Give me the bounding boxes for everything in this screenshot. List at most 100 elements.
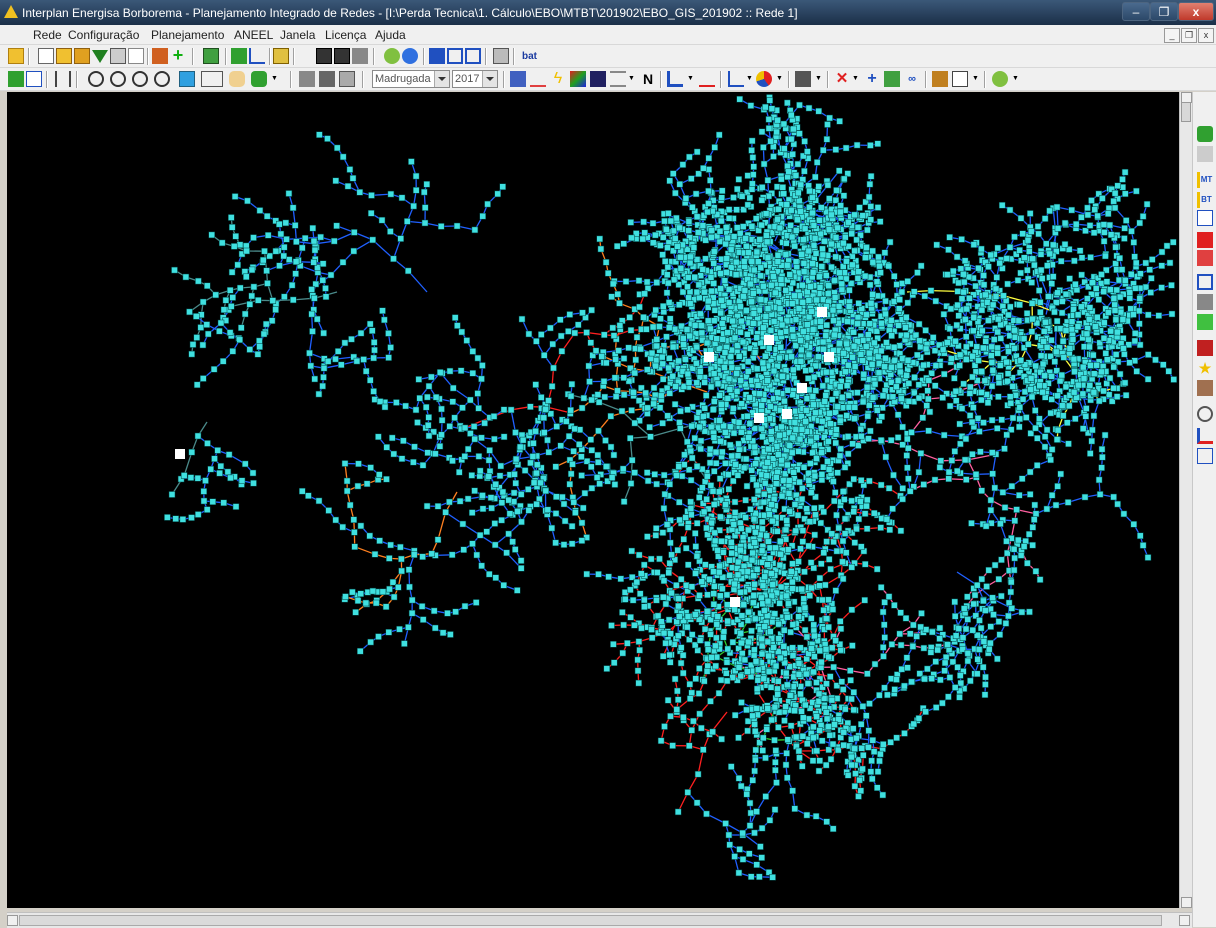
graph-icon[interactable] [249, 48, 265, 64]
save-icon[interactable] [316, 48, 332, 64]
line-tool-icon[interactable] [1197, 210, 1213, 226]
color-map-icon[interactable] [570, 71, 586, 87]
options-icon[interactable] [992, 71, 1008, 87]
open-recent-icon[interactable] [74, 48, 90, 64]
hatch-dropdown-icon[interactable]: ▼ [628, 71, 636, 87]
document-icon[interactable] [128, 48, 144, 64]
substation-tool-icon[interactable] [1197, 250, 1213, 266]
delete-icon[interactable]: ✕ [834, 71, 850, 87]
mdi-close-button[interactable]: x [1198, 28, 1214, 43]
pen-tool-icon[interactable] [1197, 340, 1213, 356]
vertical-scroll-thumb[interactable] [1181, 102, 1191, 122]
transformer-tool-icon[interactable] [1197, 232, 1213, 248]
chevron-down-icon[interactable] [482, 71, 497, 87]
grid-dark-icon[interactable] [590, 71, 606, 87]
menu-configuracao[interactable]: Configuração [68, 28, 139, 42]
filter-icon[interactable] [92, 50, 108, 63]
globe-icon[interactable] [402, 48, 418, 64]
select-tool-icon[interactable] [1197, 126, 1213, 142]
waveform-icon[interactable] [699, 71, 715, 87]
mdi-restore-button[interactable]: ❐ [1181, 28, 1197, 43]
bar-chart-icon[interactable] [667, 71, 683, 87]
network-map[interactable] [7, 92, 1179, 908]
zoom-in-icon[interactable] [88, 71, 104, 87]
scroll-left-button[interactable] [7, 915, 18, 926]
save-as-icon[interactable] [334, 48, 350, 64]
close-button[interactable]: x [1178, 2, 1214, 21]
profile-dropdown-icon[interactable]: ▼ [746, 71, 754, 87]
report-icon[interactable] [273, 48, 289, 64]
transform-dropdown-icon[interactable]: ▼ [815, 71, 823, 87]
bt-network-button[interactable]: BT [1197, 192, 1213, 208]
wrench-icon[interactable] [932, 71, 948, 87]
network-map-canvas[interactable] [7, 92, 1179, 908]
batch-icon[interactable]: bat [522, 48, 546, 64]
window-tile-vertical-icon[interactable] [465, 48, 481, 64]
year-select[interactable]: 2017 [452, 70, 498, 88]
switch-tool-icon[interactable] [1197, 274, 1213, 290]
vertical-scrollbar[interactable] [1179, 92, 1193, 908]
delete-dropdown-icon[interactable]: ▼ [852, 71, 860, 87]
profile-chart-icon[interactable] [728, 71, 744, 87]
scroll-down-button[interactable] [1181, 897, 1192, 908]
zoom-previous-icon[interactable] [132, 71, 148, 87]
export-icon[interactable] [152, 48, 168, 64]
bar-graph-tool-icon[interactable] [1197, 428, 1213, 444]
connect-icon[interactable] [299, 71, 315, 87]
zoom-out-icon[interactable] [110, 71, 126, 87]
connector-tool-icon[interactable] [1197, 294, 1213, 310]
flow-icon[interactable] [510, 71, 526, 87]
lightning-icon[interactable]: ϟ [550, 71, 566, 87]
building-tool-icon[interactable] [1197, 380, 1213, 396]
menu-janela[interactable]: Janela [280, 28, 315, 42]
window-tile-horizontal-icon[interactable] [447, 48, 463, 64]
chevron-down-icon[interactable] [434, 71, 449, 87]
bar-chart-dropdown-icon[interactable]: ▼ [687, 71, 695, 87]
pie-dropdown-icon[interactable]: ▼ [776, 71, 784, 87]
properties-icon[interactable] [339, 71, 355, 87]
zoom-next-icon[interactable] [154, 71, 170, 87]
period-select[interactable]: Madrugada [372, 70, 450, 88]
list-icon[interactable] [952, 71, 968, 87]
scale-bar-icon[interactable] [201, 71, 223, 87]
zoom-window-icon[interactable] [26, 71, 42, 87]
menu-aneel[interactable]: ANEEL [234, 28, 273, 42]
menu-licenca[interactable]: Licença [325, 28, 366, 42]
add-icon[interactable]: + [170, 48, 186, 64]
scroll-right-button[interactable] [1179, 915, 1190, 926]
options-dropdown-icon[interactable]: ▼ [1012, 71, 1020, 87]
mt-network-button[interactable]: MT [1197, 172, 1213, 188]
layers-icon[interactable] [251, 71, 267, 87]
new-file-icon[interactable] [38, 48, 54, 64]
zoom-extents-icon[interactable] [8, 71, 24, 87]
image-icon[interactable] [179, 71, 195, 87]
settings-icon[interactable] [384, 48, 400, 64]
list-dropdown-icon[interactable]: ▼ [972, 71, 980, 87]
transform-icon[interactable] [795, 71, 811, 87]
tools-icon[interactable] [319, 71, 335, 87]
minimize-button[interactable]: – [1122, 2, 1150, 21]
star-tool-icon[interactable]: ★ [1197, 360, 1213, 376]
tree-icon[interactable] [884, 71, 900, 87]
edit-pen-icon[interactable] [352, 48, 368, 64]
menu-ajuda[interactable]: Ajuda [375, 28, 406, 42]
select-icon[interactable] [110, 48, 126, 64]
link-icon[interactable]: ∞ [904, 71, 920, 87]
center-icon[interactable] [55, 71, 71, 87]
cut-tool-icon[interactable] [1197, 314, 1213, 330]
print-icon[interactable] [493, 48, 509, 64]
maximize-button[interactable]: ❐ [1150, 2, 1178, 21]
hatch-icon[interactable] [610, 71, 626, 87]
menu-planejamento[interactable]: Planejamento [151, 28, 224, 42]
network-edit-icon[interactable] [231, 48, 247, 64]
curve-icon[interactable] [530, 71, 546, 87]
window-cascade-icon[interactable] [429, 48, 445, 64]
mdi-minimize-button[interactable]: _ [1164, 28, 1180, 43]
insert-icon[interactable]: + [864, 71, 880, 87]
pie-chart-icon[interactable] [756, 71, 772, 87]
pan-hand-icon[interactable] [229, 71, 245, 87]
search-node-icon[interactable] [1197, 406, 1213, 422]
layers-dropdown-icon[interactable]: ▼ [271, 71, 279, 87]
menu-rede[interactable]: Rede [33, 28, 62, 42]
open-file-icon[interactable] [56, 48, 72, 64]
